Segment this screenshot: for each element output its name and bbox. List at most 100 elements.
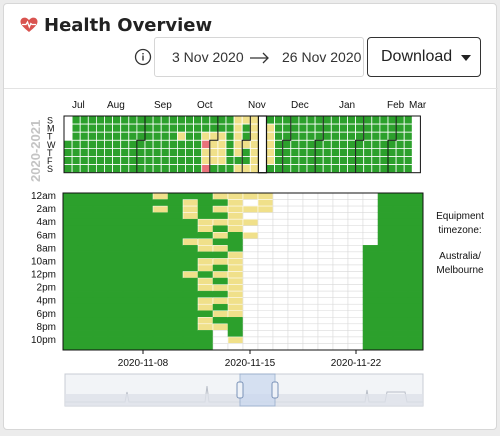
calendar-day-cell [193,115,203,125]
start-date-input[interactable]: 3 Nov 2020 [172,49,244,65]
calendar-day-cell [112,164,122,174]
hourly-cell [227,303,244,312]
hourly-cell [392,192,409,200]
calendar-day-cell [403,156,413,166]
hourly-cell [347,277,364,285]
end-date-input[interactable]: 26 Nov 2020 [282,49,362,65]
hourly-cell [167,232,184,240]
hourly-cell [257,192,274,200]
hourly-cell [302,225,319,233]
calendar-day-cell [330,147,340,157]
hourly-cell [122,225,139,233]
hourly-cell [302,284,319,292]
calendar-day-cell [306,139,316,149]
hourly-cell [152,271,169,279]
hourly-cell [257,205,274,213]
calendar-day-cell [112,147,122,157]
hourly-cell [332,232,349,240]
hourly-cell [287,258,304,266]
hourly-cell [122,330,139,338]
calendar-day-cell [355,147,365,157]
hourly-cell [332,192,349,200]
hourly-cell [377,297,394,305]
hourly-cell [257,232,274,240]
hourly-cell [182,284,199,292]
calendar-day-cell [209,139,219,149]
calendar-day-cell [193,147,203,157]
calendar-day-cell [209,147,219,157]
calendar-day-cell [152,156,162,166]
hourly-cell [287,251,304,259]
calendar-day-cell [128,156,138,166]
hourly-cell [272,225,289,233]
calendar-day-cell [266,131,276,141]
calendar-day-cell [290,123,300,133]
hourly-cell [302,310,319,318]
date-range-picker[interactable]: 3 Nov 2020 26 Nov 2020 [154,37,364,77]
calendar-day-cell [144,123,154,133]
hourly-cell [317,323,334,331]
hourly-cell [92,199,109,207]
calendar-day-cell [193,139,203,149]
range-handle-left[interactable] [236,381,244,399]
calendar-day-cell [249,164,259,174]
calendar-day-cell [330,123,340,133]
hourly-cell [182,212,199,220]
hourly-cell [167,212,184,220]
calendar-day-cell [282,123,292,133]
hourly-cell [122,258,139,266]
hourly-cell [347,212,364,220]
calendar-day-cell [241,131,251,141]
calendar-day-cell [185,147,195,157]
hourly-cell [257,271,274,279]
hourly-cell [62,264,79,272]
hourly-cell [152,323,169,331]
hourly-cell [287,336,304,344]
calendar-day-cell [79,115,89,125]
calendar-day-cell [338,156,348,166]
hourly-cell [347,303,364,312]
hourly-cell [392,251,409,259]
calendar-day-cell [411,164,421,174]
hourly-cell [122,284,139,292]
hourly-cell [257,225,274,233]
hourly-cell [272,251,289,259]
calendar-day-cell [63,131,73,141]
hourly-cell [407,271,424,279]
hourly-cell [317,310,334,318]
hourly-cell [77,310,94,318]
hourly-cell [167,218,184,226]
calendar-day-cell [96,131,105,141]
hourly-cell [212,317,229,325]
hourly-cell [317,303,334,312]
calendar-day-cell [71,156,81,166]
hourly-cell [242,310,259,318]
calendar-day-cell [168,131,178,141]
download-button[interactable]: Download [367,37,481,77]
hourly-cell [317,297,334,305]
info-icon[interactable] [134,48,152,66]
calendar-day-cell [257,156,267,166]
hourly-cell [167,199,184,207]
hourly-cell [302,232,319,240]
calendar-day-cell [168,156,178,166]
calendar-day-cell [282,139,292,149]
range-slider-selection[interactable] [239,373,276,407]
range-handle-right[interactable] [271,381,279,399]
hourly-cell [257,310,274,318]
hourly-cell [182,277,199,285]
calendar-day-cell [120,131,130,141]
weekday-label: S [47,116,53,126]
calendar-day-cell [160,123,170,133]
calendar-day-cell [144,147,154,157]
calendar-day-cell [330,115,340,125]
hourly-cell [392,271,409,279]
hourly-cell [122,212,139,220]
hourly-cell [92,218,109,226]
hourly-cell [377,232,394,240]
calendar-day-cell [314,131,324,141]
hourly-cell [392,232,409,240]
hourly-cell [167,303,184,312]
hourly-cell [107,205,124,213]
hourly-cell [332,284,349,292]
